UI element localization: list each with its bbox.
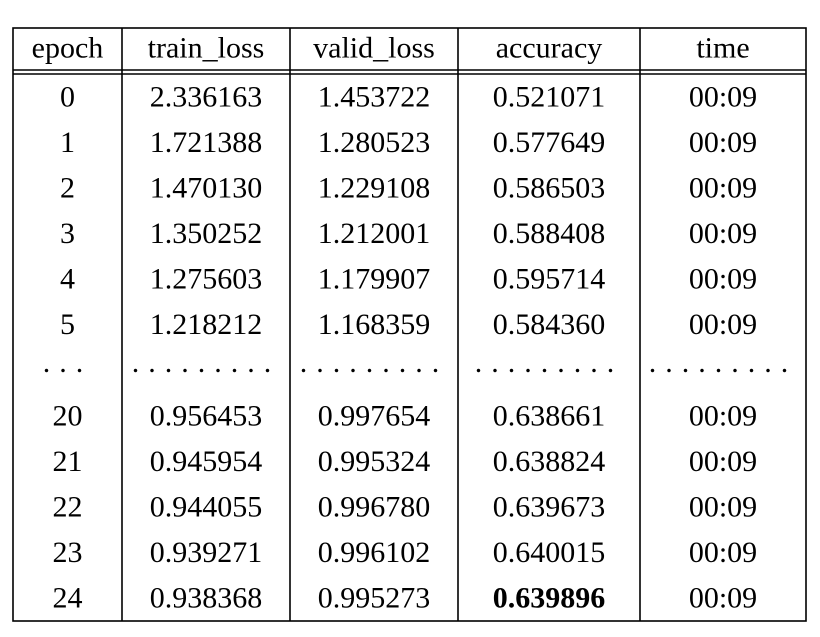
header-cell: time — [696, 32, 749, 65]
cell: 00:09 — [689, 171, 757, 204]
cell: 00:09 — [689, 308, 757, 341]
cell: ... — [43, 346, 93, 379]
cell: 0.577649 — [493, 126, 606, 159]
cell: 0.638824 — [493, 445, 606, 478]
cell: 00:09 — [689, 126, 757, 159]
cell: 0.938368 — [150, 582, 263, 615]
cell: 00:09 — [689, 582, 757, 615]
header-cell: accuracy — [496, 32, 603, 65]
cell: ......... — [300, 346, 449, 379]
cell: 1.275603 — [150, 263, 263, 296]
cell: 0.640015 — [493, 536, 606, 569]
cell: 00:09 — [689, 445, 757, 478]
cell: 0 — [60, 80, 75, 113]
cell: 0.956453 — [150, 399, 263, 432]
cell: 21 — [53, 445, 83, 478]
cell: 1.350252 — [150, 217, 263, 250]
cell: 00:09 — [689, 399, 757, 432]
cell: 00:09 — [689, 80, 757, 113]
cell: 2 — [60, 171, 75, 204]
cell: 23 — [53, 536, 83, 569]
table-border — [12, 27, 807, 622]
cell: 0.639673 — [493, 491, 606, 524]
cell: 0.995324 — [318, 445, 431, 478]
cell: 0.997654 — [318, 399, 431, 432]
cell: 0.939271 — [150, 536, 263, 569]
cell: 1.168359 — [318, 308, 431, 341]
cell: 3 — [60, 217, 75, 250]
cell: 1 — [60, 126, 75, 159]
cell: 0.996102 — [318, 536, 431, 569]
cell: 0.996780 — [318, 491, 431, 524]
cell: 0.995273 — [318, 582, 431, 615]
cell: 00:09 — [689, 217, 757, 250]
cell: 0.638661 — [493, 399, 606, 432]
cell: 0.595714 — [493, 263, 606, 296]
cell: 4 — [60, 263, 75, 296]
cell: 0.521071 — [493, 80, 606, 113]
cell: 1.280523 — [318, 126, 431, 159]
cell: 20 — [53, 399, 83, 432]
cell: 00:09 — [689, 491, 757, 524]
cell: 0.639896 — [493, 582, 606, 615]
cell: 1.218212 — [150, 308, 263, 341]
cell: 00:09 — [689, 263, 757, 296]
cell: 22 — [53, 491, 83, 524]
cell: 0.584360 — [493, 308, 606, 341]
header-cell: epoch — [32, 32, 104, 65]
cell: 0.586503 — [493, 171, 606, 204]
cell: 0.588408 — [493, 217, 606, 250]
cell: 1.453722 — [318, 80, 431, 113]
cell: 1.470130 — [150, 171, 263, 204]
header-cell: train_loss — [148, 32, 265, 65]
header-cell: valid_loss — [313, 32, 435, 65]
cell: 0.945954 — [150, 445, 263, 478]
cell: 1.721388 — [150, 126, 263, 159]
cell: 00:09 — [689, 536, 757, 569]
cell: 2.336163 — [150, 80, 263, 113]
cell: 1.212001 — [318, 217, 431, 250]
cell: 24 — [53, 582, 83, 615]
cell: 1.179907 — [318, 263, 431, 296]
cell: ......... — [132, 346, 281, 379]
cell: 5 — [60, 308, 75, 341]
cell: ......... — [649, 346, 798, 379]
cell: 0.944055 — [150, 491, 263, 524]
cell: ......... — [475, 346, 624, 379]
cell: 1.229108 — [318, 171, 431, 204]
